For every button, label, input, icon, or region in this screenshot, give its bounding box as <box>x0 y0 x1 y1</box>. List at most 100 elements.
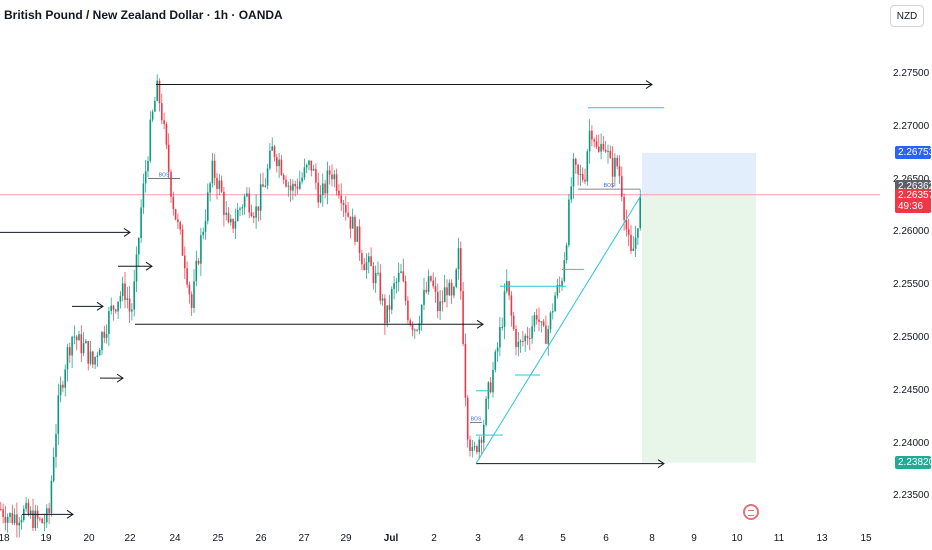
candle <box>190 294 193 308</box>
candle <box>462 291 464 344</box>
time-axis-label: 3 <box>475 533 481 544</box>
level-arrow <box>96 301 104 311</box>
candle <box>232 218 234 229</box>
candle <box>220 180 223 192</box>
candle <box>71 336 73 356</box>
candle <box>264 185 267 187</box>
candle <box>87 341 89 364</box>
candle <box>570 186 572 200</box>
candle <box>443 287 446 303</box>
candle <box>554 295 556 312</box>
candle <box>103 331 106 338</box>
candle <box>611 157 614 177</box>
candle <box>4 516 7 523</box>
candle <box>342 203 345 205</box>
candle <box>630 234 632 251</box>
candle <box>338 190 340 196</box>
stop-zone <box>642 194 756 463</box>
candle <box>48 508 50 514</box>
candle <box>377 272 379 274</box>
candle <box>117 301 119 312</box>
candle <box>432 280 434 287</box>
candle <box>9 513 11 517</box>
candle <box>154 100 156 112</box>
candle <box>80 334 83 354</box>
currency-button[interactable]: NZD <box>890 5 924 27</box>
candle <box>430 276 432 281</box>
candle <box>96 355 99 358</box>
candle <box>186 268 188 285</box>
candle <box>170 171 172 197</box>
candle <box>124 283 126 300</box>
candle <box>172 196 175 210</box>
candle <box>455 269 457 287</box>
candle <box>46 508 48 523</box>
candle <box>374 273 377 284</box>
candle <box>62 384 64 388</box>
candle <box>181 229 184 256</box>
candle <box>607 150 609 152</box>
candle <box>526 335 529 339</box>
candle <box>326 170 329 194</box>
candle <box>319 194 322 203</box>
candle <box>545 325 547 344</box>
candle <box>478 439 480 453</box>
candle <box>163 120 165 125</box>
time-axis-label: 19 <box>40 533 52 544</box>
candle <box>112 305 115 310</box>
candle <box>299 181 301 189</box>
time-axis-label: 20 <box>83 533 95 544</box>
candle <box>29 510 32 515</box>
candle <box>177 219 179 223</box>
candle <box>625 219 628 230</box>
candle <box>301 177 303 182</box>
candle <box>469 439 471 452</box>
candle <box>441 301 444 303</box>
bos-label: BOS <box>604 183 615 189</box>
candle <box>386 305 388 324</box>
price-axis-label: 2.25500 <box>893 279 930 291</box>
candle <box>202 231 204 236</box>
candle <box>379 272 382 301</box>
candle <box>246 193 248 197</box>
candle <box>494 351 497 370</box>
time-axis-label: 2 <box>431 533 437 544</box>
candle <box>223 191 225 215</box>
candle <box>501 326 503 328</box>
time-axis-label: 5 <box>560 533 566 544</box>
candle <box>407 300 409 321</box>
candle <box>308 160 310 165</box>
tradingview-logo-icon[interactable] <box>743 504 759 520</box>
candle <box>400 271 402 273</box>
candle <box>563 260 566 281</box>
candle <box>34 510 37 528</box>
candle <box>227 212 230 223</box>
candle <box>552 311 554 313</box>
candle <box>637 228 639 238</box>
candle <box>471 447 474 452</box>
candle <box>460 248 462 292</box>
level-arrow <box>66 509 74 519</box>
candle <box>575 158 577 165</box>
candle <box>213 160 216 178</box>
candle <box>414 329 416 331</box>
candle <box>167 144 170 172</box>
candle <box>151 111 154 120</box>
candle <box>0 509 2 511</box>
candle <box>266 168 269 186</box>
candle <box>262 184 264 187</box>
time-axis-label: 26 <box>255 533 267 544</box>
candle <box>59 384 62 396</box>
candle <box>538 319 540 322</box>
price-axis-label: 2.26500 <box>893 173 930 185</box>
candle <box>361 253 363 265</box>
candle <box>591 130 593 140</box>
candle <box>416 329 418 331</box>
candle <box>354 216 356 242</box>
candle <box>466 397 469 440</box>
candle <box>368 256 370 263</box>
candle <box>581 174 584 180</box>
candle <box>128 298 131 312</box>
candle <box>423 289 425 305</box>
